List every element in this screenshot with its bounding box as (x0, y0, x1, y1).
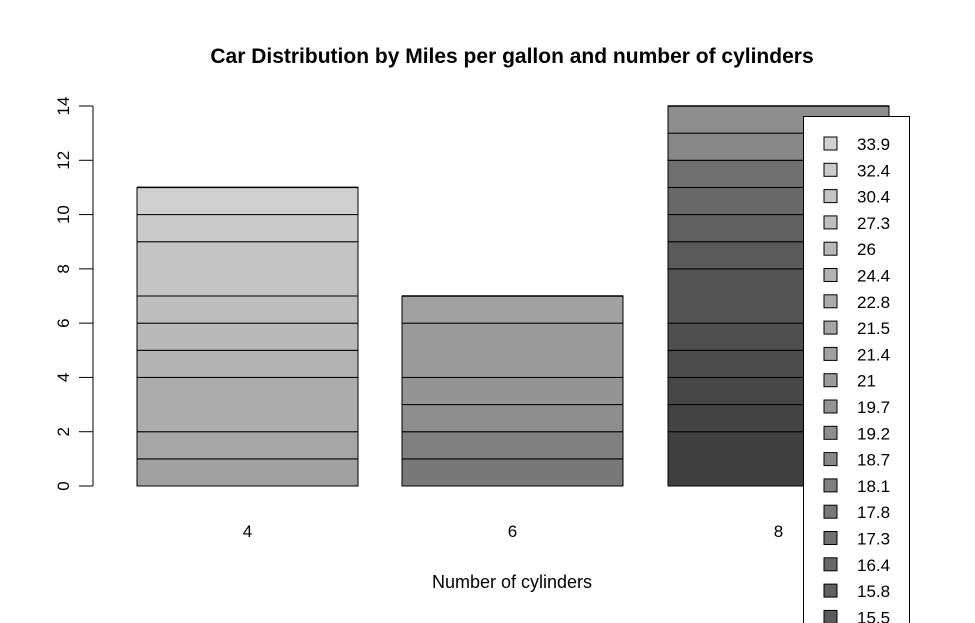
y-tick-label: 6 (54, 318, 73, 327)
legend-label: 17.8 (857, 503, 890, 522)
legend-swatch (823, 215, 838, 230)
legend-label: 17.3 (857, 530, 890, 549)
bar-segment-6-21 (401, 322, 624, 378)
bar-segment-6-19-2 (401, 404, 624, 433)
y-axis: 0 2 4 6 8 10 12 14 (54, 97, 94, 491)
legend-swatch (823, 425, 838, 440)
legend-swatch (823, 136, 838, 151)
legend-swatch (823, 452, 838, 467)
legend-label: 21 (857, 372, 876, 391)
x-tick-label: 4 (243, 522, 252, 541)
legend-swatch (823, 268, 838, 282)
legend-label: 19.2 (857, 424, 890, 443)
legend-label: 24.4 (857, 267, 890, 286)
legend-box (803, 116, 910, 623)
x-tick-label: 8 (774, 522, 783, 541)
bar-segment-4-24-4 (136, 349, 359, 378)
legend-label: 26 (857, 240, 876, 259)
legend-label: 18.7 (857, 451, 890, 470)
legend-label: 22.8 (857, 293, 890, 312)
legend-label: 30.4 (857, 188, 890, 207)
legend-label: 16.4 (857, 556, 890, 575)
legend-swatch (823, 583, 838, 598)
legend-swatch (823, 346, 838, 361)
x-tick-label: 6 (508, 522, 517, 541)
legend-swatch (823, 241, 838, 256)
legend-swatch (823, 373, 838, 388)
legend-swatch (823, 478, 838, 493)
bar-segment-4-30-4 (136, 241, 359, 297)
legend-swatch (823, 320, 838, 335)
legend-swatch (823, 162, 838, 177)
bar-segment-4-26 (136, 322, 359, 351)
x-axis: 4 6 8 (243, 522, 783, 541)
bar-segment-6-19-7 (401, 376, 624, 406)
legend-swatch (823, 531, 838, 545)
legend-label: 32.4 (857, 161, 890, 180)
legend-swatch (823, 504, 838, 519)
y-tick-label: 8 (54, 264, 73, 273)
legend-swatch (823, 557, 838, 572)
legend-label: 27.3 (857, 214, 890, 233)
legend-swatch (823, 399, 838, 414)
legend-swatch (823, 609, 838, 623)
legend-label: 15.5 (857, 608, 890, 623)
y-tick-label: 14 (54, 97, 73, 116)
legend-swatch (823, 294, 838, 309)
bars (136, 105, 890, 487)
legend-label: 33.9 (857, 135, 890, 154)
bar-segment-6-17-8 (401, 458, 624, 487)
y-tick-label: 0 (54, 481, 73, 490)
legend-label: 21.4 (857, 345, 890, 364)
bar-segment-4-21-4 (136, 458, 359, 487)
legend-swatch (823, 189, 838, 204)
bar-segment-4-32-4 (136, 214, 359, 243)
y-tick-label: 2 (54, 427, 73, 436)
chart-title: Car Distribution by Miles per gallon and… (210, 45, 813, 68)
bar-segment-4-27-3 (136, 295, 359, 324)
y-tick-label: 4 (54, 373, 73, 382)
legend-label: 19.7 (857, 398, 890, 417)
legend-label: 21.5 (857, 319, 890, 338)
legend-label: 18.1 (857, 477, 890, 496)
x-axis-label: Number of cylinders (432, 572, 592, 592)
legend-label: 15.8 (857, 582, 890, 601)
bar-segment-6-21-4 (401, 295, 624, 324)
bar-segment-4-21-5 (136, 431, 359, 460)
bar-segment-4-22-8 (136, 376, 359, 433)
legend: 33.9 32.4 30.4 27.3 26 24.4 22.8 21.5 21.4 21 19.7… (803, 116, 910, 623)
y-tick-label: 10 (54, 205, 73, 224)
y-tick-label: 12 (54, 151, 73, 170)
bar-segment-6-18-1 (401, 431, 624, 460)
bar-segment-4-33-9 (136, 186, 359, 216)
